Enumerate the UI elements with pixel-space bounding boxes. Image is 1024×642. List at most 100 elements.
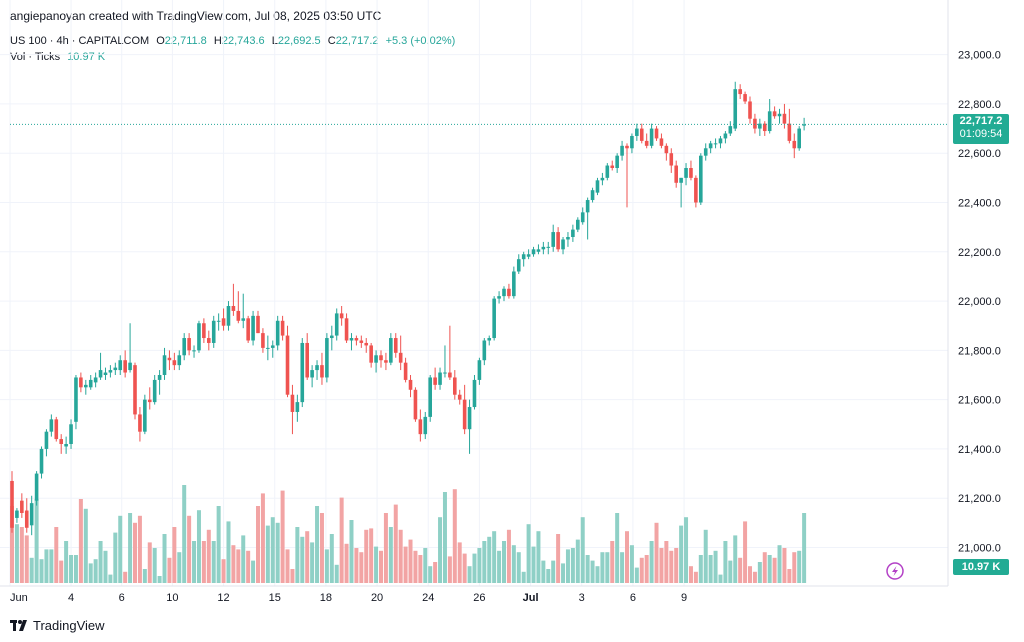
candle[interactable]	[389, 333, 393, 366]
candle[interactable]	[339, 306, 344, 326]
candle[interactable]	[334, 308, 339, 341]
candle[interactable]	[157, 370, 162, 395]
candle[interactable]	[777, 108, 782, 124]
candle[interactable]	[403, 357, 408, 383]
tradingview-logo[interactable]: TradingView	[10, 618, 105, 633]
candle[interactable]	[590, 187, 595, 203]
candle[interactable]	[516, 254, 521, 274]
candle[interactable]	[492, 296, 496, 341]
candle[interactable]	[526, 249, 531, 260]
candle[interactable]	[797, 126, 801, 151]
candle[interactable]	[792, 133, 797, 159]
candle[interactable]	[669, 148, 674, 173]
candle[interactable]	[113, 362, 118, 375]
candle[interactable]	[635, 123, 639, 141]
candle[interactable]	[143, 394, 147, 435]
candle[interactable]	[639, 123, 644, 144]
candle[interactable]	[123, 350, 127, 378]
candle[interactable]	[310, 365, 314, 388]
candle[interactable]	[497, 291, 501, 304]
candle[interactable]	[728, 121, 733, 136]
candle[interactable]	[231, 283, 236, 316]
candle[interactable]	[187, 333, 191, 356]
candle[interactable]	[10, 471, 14, 533]
candle[interactable]	[576, 217, 580, 233]
candle[interactable]	[88, 375, 93, 390]
candle[interactable]	[482, 338, 487, 366]
candle[interactable]	[182, 333, 186, 361]
candle[interactable]	[285, 325, 290, 398]
candle[interactable]	[211, 315, 216, 348]
candle[interactable]	[275, 315, 280, 351]
candle[interactable]	[413, 387, 418, 422]
candle[interactable]	[772, 106, 777, 119]
candle[interactable]	[536, 244, 541, 255]
volume-label[interactable]: Vol · Ticks	[10, 51, 61, 63]
candle[interactable]	[462, 384, 467, 435]
candle[interactable]	[433, 367, 437, 390]
candle[interactable]	[133, 362, 137, 420]
candle[interactable]	[802, 117, 806, 131]
candle[interactable]	[787, 108, 792, 144]
candle[interactable]	[354, 335, 359, 346]
candle[interactable]	[64, 436, 68, 454]
candle[interactable]	[743, 91, 747, 104]
candle[interactable]	[79, 372, 83, 393]
candle[interactable]	[398, 335, 403, 371]
candle[interactable]	[384, 352, 388, 371]
candle[interactable]	[684, 163, 688, 186]
candle[interactable]	[172, 352, 177, 371]
candle[interactable]	[49, 414, 54, 437]
candle[interactable]	[24, 498, 29, 533]
candle[interactable]	[359, 335, 364, 348]
candle[interactable]	[379, 350, 383, 368]
candle[interactable]	[44, 429, 49, 457]
candle[interactable]	[177, 350, 182, 371]
candle[interactable]	[147, 387, 152, 410]
candle[interactable]	[472, 375, 477, 410]
candle[interactable]	[630, 133, 634, 154]
candle[interactable]	[679, 177, 683, 208]
candle[interactable]	[108, 365, 113, 378]
candle[interactable]	[167, 350, 172, 371]
candle[interactable]	[738, 84, 742, 99]
candle[interactable]	[197, 320, 201, 353]
candle[interactable]	[453, 370, 457, 400]
candle[interactable]	[644, 133, 649, 149]
candle[interactable]	[202, 318, 206, 343]
candle[interactable]	[369, 342, 373, 368]
candle[interactable]	[713, 138, 718, 149]
candle[interactable]	[689, 160, 693, 181]
candle[interactable]	[270, 340, 275, 358]
candle[interactable]	[295, 394, 300, 422]
candle[interactable]	[241, 293, 246, 329]
candle[interactable]	[600, 172, 605, 186]
candle[interactable]	[595, 177, 600, 196]
candle[interactable]	[620, 140, 624, 161]
candle[interactable]	[561, 237, 565, 255]
candle[interactable]	[98, 352, 103, 380]
candle[interactable]	[162, 347, 167, 380]
candle[interactable]	[349, 333, 354, 351]
candle[interactable]	[29, 495, 34, 536]
candle[interactable]	[659, 133, 664, 149]
candle[interactable]	[207, 330, 211, 351]
candle[interactable]	[551, 224, 555, 252]
candle[interactable]	[580, 207, 585, 225]
symbol-label[interactable]: US 100 · 4h · CAPITALCOM	[10, 35, 150, 47]
candle[interactable]	[699, 153, 703, 205]
candle[interactable]	[266, 335, 270, 361]
candle[interactable]	[393, 333, 398, 358]
candle[interactable]	[605, 163, 610, 181]
candle[interactable]	[300, 338, 305, 408]
candle[interactable]	[467, 399, 472, 454]
candle[interactable]	[59, 434, 63, 454]
candle[interactable]	[418, 409, 423, 442]
candle[interactable]	[649, 123, 654, 149]
candle[interactable]	[216, 313, 221, 331]
candle[interactable]	[521, 251, 526, 267]
candle[interactable]	[290, 384, 295, 435]
candle[interactable]	[753, 113, 757, 134]
candle[interactable]	[74, 375, 78, 430]
